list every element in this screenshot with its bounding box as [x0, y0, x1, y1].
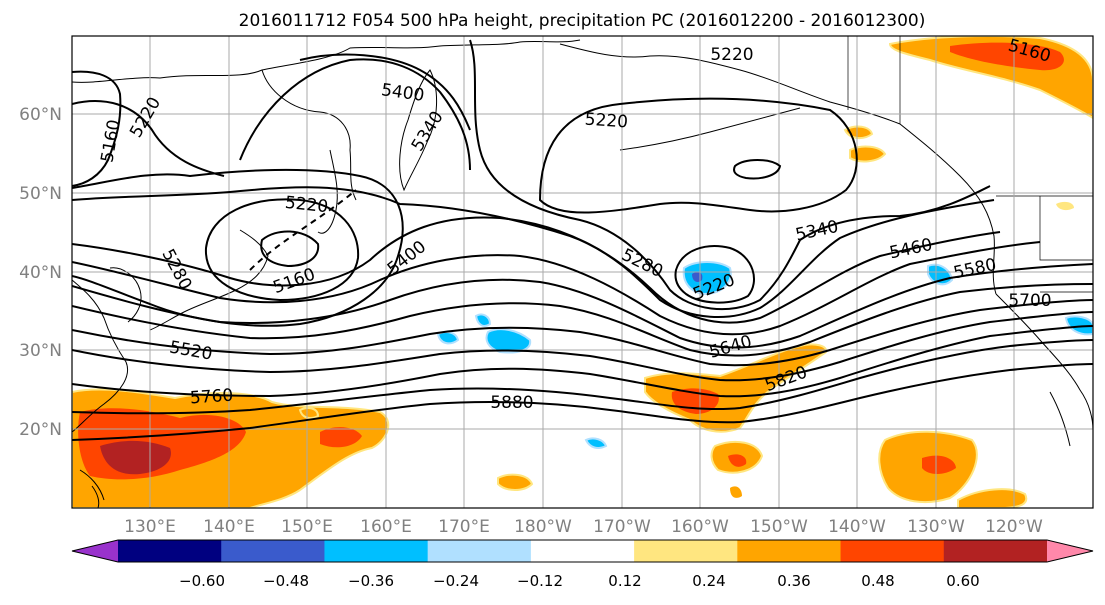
contour-5400-north [299, 53, 471, 131]
colorbar-segment [324, 540, 429, 562]
lat-label-40n: 40°N [19, 263, 62, 283]
lon-tick-labels: 130°E 140°E 150°E 160°E 170°E 180°W 170°… [124, 517, 1043, 537]
borders [847, 36, 1093, 293]
lon-label: 160°W [671, 517, 729, 537]
lon-label: 140°W [828, 517, 886, 537]
coast-sakhalin [317, 149, 338, 234]
colorbar-tick-label: −0.12 [517, 572, 563, 590]
lon-label: 150°W [750, 517, 808, 537]
colorbar-segment [943, 540, 1048, 562]
contour-label: 5220 [584, 110, 629, 133]
lon-label: 160°E [360, 517, 412, 537]
colorbar-tick-label: 0.60 [946, 572, 979, 590]
contour-5220-small [733, 159, 782, 180]
precip-neg-4 [584, 437, 608, 449]
colorbar-tick-label: 0.12 [608, 572, 641, 590]
contour-5880 [72, 363, 1093, 441]
colorbar-tick-label: 0.36 [777, 572, 810, 590]
coast-korea [109, 267, 142, 323]
contour-label: 5220 [710, 45, 753, 65]
contour-5220-low [674, 245, 755, 304]
colorbar-tick-label: −0.60 [179, 572, 225, 590]
contour-label: 5220 [284, 193, 329, 217]
contour-label: 5880 [490, 393, 533, 413]
contour-5280-ring [72, 168, 404, 327]
contour-5280 [469, 39, 991, 311]
precip-patch-small-2 [497, 473, 534, 491]
precip-patch-wpac-max [100, 440, 171, 475]
colorbar-segment [427, 540, 532, 562]
coast-aleutians [619, 107, 801, 151]
contour-5340-north [239, 58, 471, 171]
lon-label: 180°W [514, 517, 572, 537]
colorbar-tick-label: 0.24 [692, 572, 725, 590]
map-title: 2016011712 F054 500 hPa height, precipit… [239, 11, 926, 31]
colorbar-tick-label: −0.36 [348, 572, 394, 590]
colorbar-outline [71, 539, 1094, 563]
lat-label-50n: 50°N [19, 184, 62, 204]
colorbar-extend-low [72, 540, 118, 562]
contour-5160-low [260, 230, 320, 268]
lon-label: 130°E [124, 517, 176, 537]
lon-label: 170°E [438, 517, 490, 537]
precip-patch-west-coast [1056, 201, 1074, 211]
contour-5760 [72, 325, 1093, 398]
precip-neg-3 [474, 313, 492, 327]
colorbar-segment [118, 540, 222, 562]
trough-line [249, 189, 357, 271]
contour-5700 [72, 311, 1093, 382]
contour-5220-ne-pac [538, 97, 858, 214]
map-frame [71, 35, 1094, 509]
lon-label: 130°W [907, 517, 965, 537]
colorbar-segment [530, 540, 635, 562]
contour-label: 5700 [1008, 291, 1051, 311]
lat-label-20n: 20°N [19, 420, 62, 440]
contour-5220-west [72, 100, 225, 177]
contour-5160-west [72, 70, 122, 187]
colorbar-tick-label: −0.24 [433, 572, 479, 590]
coast-mexico [1049, 391, 1071, 447]
contour-5640 [72, 299, 1093, 367]
contour-5580 [72, 283, 1093, 357]
map-area: 5160 5220 5400 5340 5220 5220 5160 5220 … [72, 36, 1093, 508]
colorbar-segment [840, 540, 945, 562]
coast-philippines [79, 469, 105, 508]
lat-tick-labels: 20°N 30°N 40°N 50°N 60°N [19, 105, 62, 440]
colorbar-segment [634, 540, 738, 562]
precip-neg-2 [436, 331, 460, 345]
precip-patch-ne-pac-core [922, 455, 956, 474]
colorbar-segment [737, 540, 842, 562]
colorbar [71, 539, 1094, 563]
lat-label-30n: 30°N [19, 341, 62, 361]
lat-label-60n: 60°N [19, 105, 62, 125]
lon-label: 140°E [203, 517, 255, 537]
colorbar-extend-high [1047, 540, 1093, 562]
coast-sea-okhotsk [261, 69, 357, 201]
contour-5220-ring [204, 198, 360, 302]
coast-kamchatka [399, 69, 438, 192]
contour-5400 [72, 216, 1001, 324]
contour-5520 [72, 263, 1093, 349]
contour-label: 5760 [189, 386, 234, 409]
contour-5460 [72, 241, 1041, 336]
colorbar-tick-label: −0.48 [263, 572, 309, 590]
precip-patch-epac-3 [730, 486, 742, 498]
coast-asia-north [72, 39, 581, 83]
height-contours [72, 39, 1093, 441]
precip-patch-epac-2-core [728, 454, 747, 467]
contour-5820 [72, 339, 1093, 415]
lon-label: 150°E [281, 517, 333, 537]
lon-label: 170°W [593, 517, 651, 537]
colorbar-segment [221, 540, 325, 562]
colorbar-tick-label: 0.48 [861, 572, 894, 590]
precip-patch-wpac-east [320, 427, 362, 448]
colorbar-tick-labels: −0.60 −0.48 −0.36 −0.24 −0.12 0.12 0.24 … [179, 572, 980, 590]
precip-neg-low [682, 261, 732, 296]
precip-patch-canada-core [950, 42, 1064, 71]
lon-label: 120°W [985, 517, 1043, 537]
